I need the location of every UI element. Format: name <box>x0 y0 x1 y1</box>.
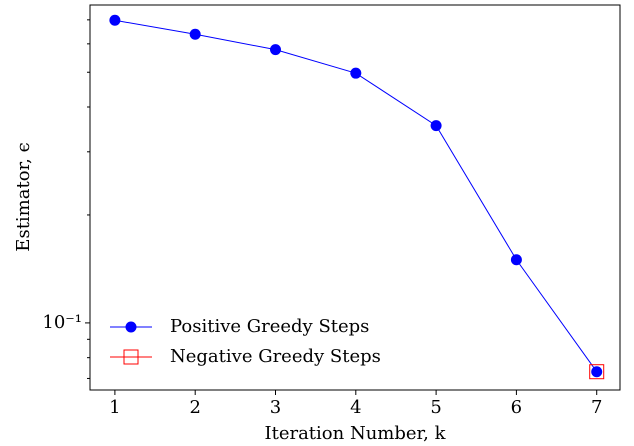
x-tick-label: 7 <box>591 397 602 418</box>
marker <box>270 44 281 56</box>
y-tick-label: 10⁻¹ <box>42 312 82 333</box>
x-tick-label: 6 <box>511 397 522 418</box>
marker <box>589 364 605 380</box>
marker <box>189 28 201 40</box>
x-axis-label: Iteration Number, k <box>264 423 446 444</box>
marker <box>350 67 362 79</box>
plot-frame <box>89 4 621 391</box>
marker <box>591 366 603 378</box>
x-tick-label: 3 <box>270 397 281 418</box>
legend-label: Positive Greedy Steps <box>170 316 369 337</box>
marker <box>510 254 522 266</box>
legend-label: Negative Greedy Steps <box>170 346 381 367</box>
x-tick-label: 5 <box>430 397 441 418</box>
x-tick-label: 1 <box>109 397 120 418</box>
marker <box>430 120 442 132</box>
x-tick-label: 4 <box>350 397 361 418</box>
y-axis-label: Estimator, ϵ <box>13 142 34 251</box>
marker <box>109 14 121 26</box>
x-tick-label: 2 <box>189 397 200 418</box>
legend-marker <box>125 321 137 333</box>
legend-marker <box>123 349 139 365</box>
